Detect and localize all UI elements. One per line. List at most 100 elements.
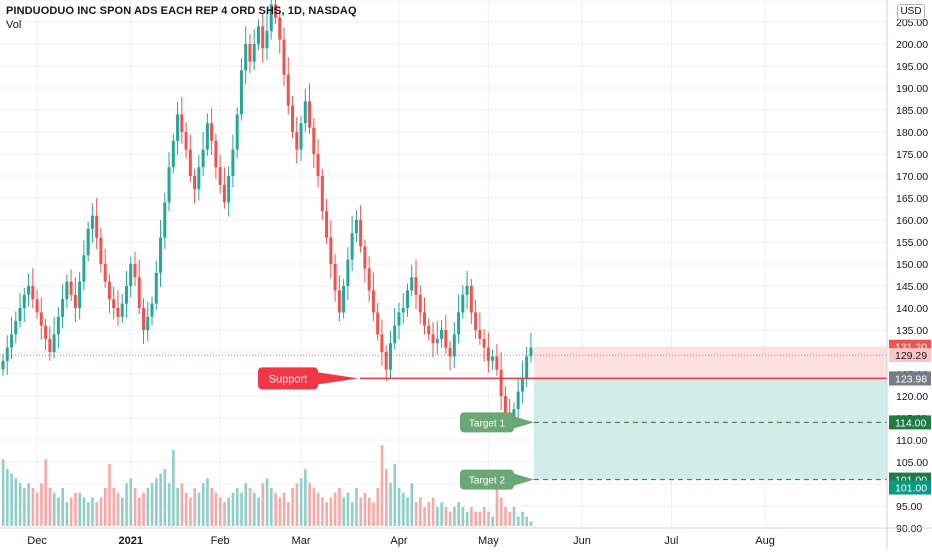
candle-body: [491, 356, 495, 361]
price-tick-label: 160.00: [896, 215, 928, 227]
volume-bar: [287, 502, 290, 526]
candle-body: [222, 184, 226, 203]
candle-body: [529, 347, 533, 357]
candle-body: [227, 176, 231, 203]
volume-bar: [457, 502, 460, 526]
volume-bar: [359, 497, 363, 526]
volume-bar: [52, 492, 56, 526]
target-2-label: Target 2: [469, 476, 506, 487]
candle-body: [333, 264, 337, 291]
price-tick-label: 155.00: [896, 237, 928, 249]
candle-body: [440, 330, 444, 339]
volume-bar: [44, 459, 47, 526]
volume-bar: [474, 511, 477, 526]
volume-bar: [201, 483, 205, 526]
candle-body: [486, 347, 490, 361]
candle-body: [423, 312, 427, 326]
volume-bar: [240, 492, 243, 526]
currency-badge[interactable]: USD: [897, 4, 925, 20]
candle-body: [133, 264, 137, 278]
candle-body: [142, 308, 146, 330]
volume-bar: [308, 483, 311, 526]
volume-bar: [227, 497, 231, 526]
candle-body: [22, 294, 26, 308]
volume-bar: [495, 473, 499, 526]
support-pointer: [318, 372, 358, 385]
candle-body: [350, 233, 354, 260]
volume-bar: [410, 483, 414, 526]
volume-bar: [172, 449, 175, 526]
volume-bar: [252, 492, 256, 526]
volume-bar: [321, 497, 324, 526]
candle-body: [469, 286, 473, 313]
candle-body: [27, 286, 31, 295]
candle-body: [82, 255, 86, 282]
candle-body: [201, 149, 205, 168]
candle-body: [448, 347, 452, 357]
volume-bar: [491, 516, 495, 526]
candle-body: [235, 114, 239, 150]
candle-body: [401, 308, 405, 313]
candle-body: [503, 396, 507, 414]
volume-bar: [193, 487, 196, 526]
price-tick-label: 140.00: [896, 303, 928, 315]
candle-body: [218, 167, 222, 185]
candle-body: [78, 281, 82, 308]
candle-body: [159, 237, 163, 273]
price-tick-label: 90.00: [896, 523, 922, 535]
volume-bar: [465, 511, 469, 526]
volume-bar: [86, 502, 90, 526]
time-tick-label: Aug: [755, 535, 775, 547]
candle-body: [44, 325, 48, 339]
volume-bar: [512, 506, 516, 526]
volume-bar: [65, 502, 69, 526]
candle-body: [286, 74, 290, 106]
candle-body: [359, 220, 363, 247]
candle-body: [146, 316, 150, 330]
candle-body: [371, 290, 375, 313]
volume-bar: [316, 492, 320, 526]
volume-bar: [299, 478, 303, 526]
risk-zone: [533, 346, 887, 379]
volume-bar: [380, 445, 384, 526]
candle-body: [363, 246, 367, 269]
price-tag: [889, 480, 931, 495]
price-tag: [889, 348, 931, 363]
volume-bar: [414, 502, 418, 526]
volume-bar: [10, 473, 13, 526]
volume-bar: [1, 459, 5, 526]
volume-bar: [342, 497, 346, 526]
volume-bar: [274, 492, 277, 526]
support-label: Support: [269, 373, 308, 385]
time-tick-label: Feb: [211, 535, 230, 547]
candle-body: [312, 127, 316, 154]
time-tick-label: Apr: [390, 535, 407, 547]
candle-body: [193, 176, 197, 190]
volume-bar: [150, 483, 154, 526]
candle-body: [197, 167, 201, 190]
price-tick-label: 165.00: [896, 193, 928, 205]
target-1-label: Target 1: [469, 418, 506, 429]
candle-body: [291, 105, 295, 132]
volume-bar: [6, 468, 9, 526]
candle-body: [150, 303, 154, 317]
symbol-title[interactable]: PINDUODUO INC SPON ADS EACH REP 4 ORD SH…: [6, 5, 357, 17]
volume-bar: [214, 492, 218, 526]
volume-bar: [487, 511, 490, 526]
candle-body: [103, 264, 107, 282]
price-tick-label: 170.00: [896, 171, 928, 183]
candle-body: [474, 312, 478, 330]
price-tag-label: 101.00: [895, 483, 927, 495]
volume-bar: [470, 506, 473, 526]
candle-body: [342, 286, 346, 313]
volume-bar: [210, 487, 214, 526]
volume-bar: [270, 487, 273, 526]
candle-body: [35, 299, 39, 313]
candle-body: [137, 277, 141, 308]
candle-body: [231, 149, 235, 176]
volume-bar: [244, 483, 248, 526]
candle-body: [10, 334, 14, 348]
candle-body: [39, 312, 43, 326]
volume-bar: [184, 492, 188, 526]
